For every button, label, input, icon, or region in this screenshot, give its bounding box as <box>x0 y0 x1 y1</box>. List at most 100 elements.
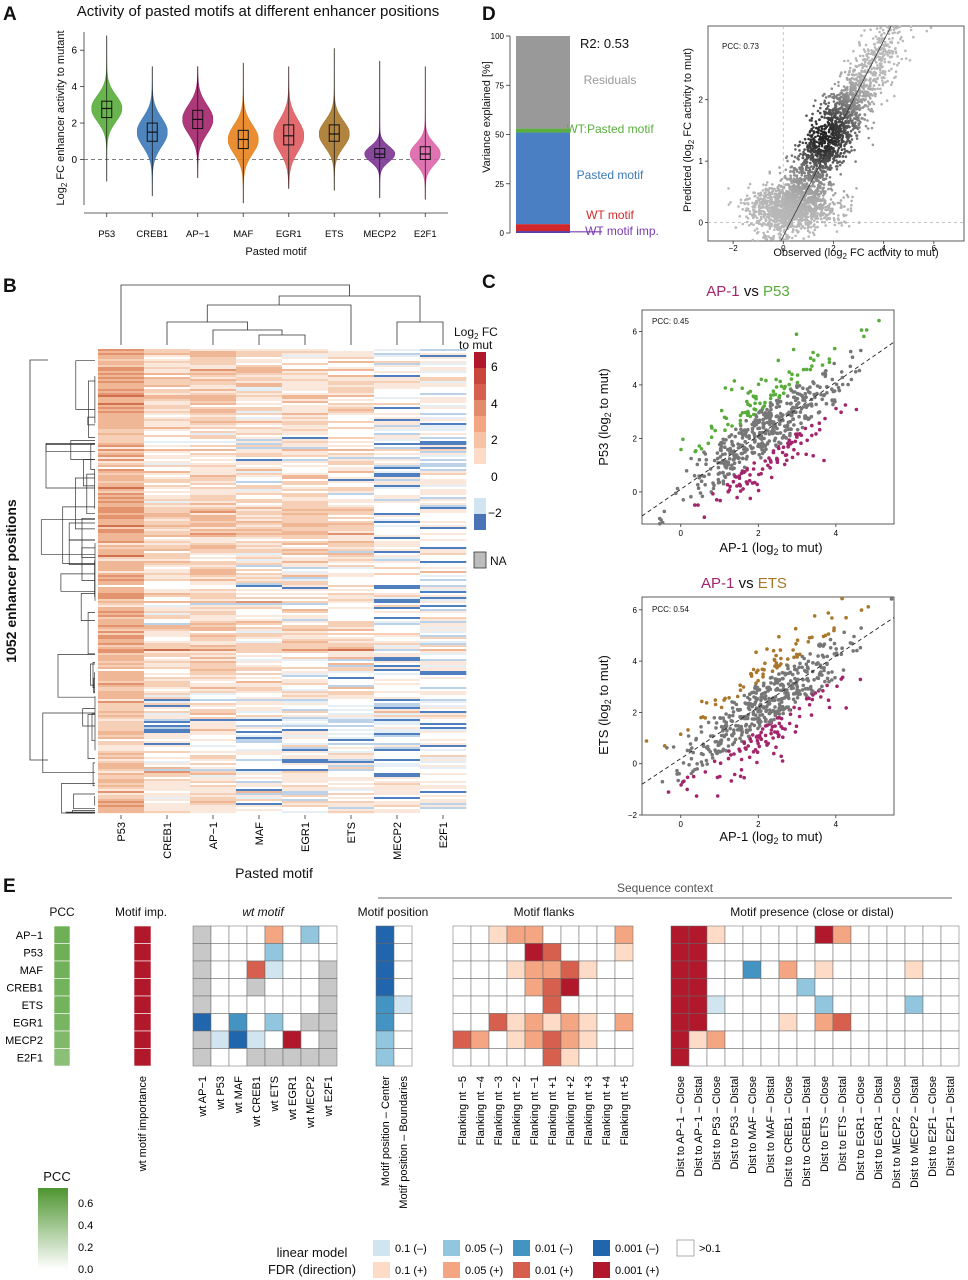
heatmap-cell <box>98 421 145 424</box>
heatmap-cell <box>98 485 145 488</box>
heatmap-cell <box>98 635 145 638</box>
heatmap-cell <box>98 403 145 406</box>
heatmap-cell <box>190 785 237 788</box>
heatmap-cell <box>282 555 329 558</box>
heatmap-cell <box>282 773 329 776</box>
heatmap-cell <box>374 551 421 554</box>
heatmap-cell <box>144 737 191 740</box>
heatmap-cell <box>190 427 237 430</box>
scatter-point <box>887 69 891 73</box>
heatmap-cell <box>144 487 191 490</box>
heatmap-cell <box>282 721 329 724</box>
heatmap-cell <box>144 381 191 384</box>
heatmap-cell <box>420 417 467 420</box>
heatmap-cell <box>420 775 467 778</box>
scatter-point <box>883 31 886 35</box>
scatter-point <box>855 187 858 190</box>
scatter-point <box>813 138 816 142</box>
heatmap-cell <box>282 351 329 354</box>
scatter-point <box>852 49 855 53</box>
heatmap-cell <box>420 589 467 592</box>
heatmap-cell <box>328 761 375 764</box>
heatmap-cell <box>420 383 467 386</box>
scatter-point <box>824 170 827 174</box>
heatmap-cell <box>420 619 467 622</box>
heatmap-cell <box>236 351 283 354</box>
scatter-point <box>863 50 867 53</box>
heatmap-cell <box>190 739 237 742</box>
heatmap-cell <box>374 389 421 392</box>
heatmap-cell <box>236 621 283 624</box>
heatmap-cell <box>98 741 145 744</box>
heatmap-cell <box>98 795 145 798</box>
heatmap-cell <box>328 629 375 632</box>
scatter-point <box>835 230 839 233</box>
violin-box <box>419 146 431 160</box>
heatmap-cell <box>98 649 145 652</box>
heatmap-cell <box>374 769 421 772</box>
scatter-point <box>783 228 786 231</box>
scatter-point <box>830 189 834 192</box>
scatter-point <box>879 87 882 91</box>
heatmap-cell <box>328 791 375 794</box>
heatmap-cell <box>144 671 191 674</box>
scatter-point <box>829 151 832 155</box>
heatmap-cell <box>144 497 191 500</box>
heatmap-cell <box>420 555 467 558</box>
heatmap-cell <box>236 747 283 750</box>
scatter-point <box>857 114 860 117</box>
heatmap-cell <box>282 507 329 510</box>
scatter-point <box>741 222 745 226</box>
heatmap-cell <box>98 697 145 700</box>
heatmap-cell <box>98 499 145 502</box>
scatter-point <box>842 89 846 92</box>
scatter-point <box>801 224 804 228</box>
heatmap-cell <box>328 373 375 376</box>
heatmap-cell <box>420 627 467 630</box>
heatmap-cell <box>98 401 145 404</box>
heatmap-cell <box>282 745 329 748</box>
heatmap-cell <box>236 699 283 702</box>
heatmap-cell <box>98 521 145 524</box>
heatmap-cell <box>328 477 375 480</box>
scatter-point <box>861 54 865 58</box>
scatter-point <box>769 195 772 199</box>
heatmap-cell <box>190 631 237 634</box>
heatmap-cell <box>374 669 421 672</box>
row-dendrogram-link <box>87 416 95 426</box>
heatmap-cell <box>420 413 467 416</box>
scatter-point <box>790 212 794 215</box>
heatmap-cell <box>374 671 421 674</box>
scatter-point <box>847 73 850 76</box>
heatmap-cell <box>190 441 237 444</box>
heatmap-cell <box>144 675 191 678</box>
heatmap-cell <box>236 607 283 610</box>
scatter-point <box>812 131 816 135</box>
heatmap-cell <box>144 639 191 642</box>
heatmap-cell <box>144 379 191 382</box>
scatter-point <box>749 222 753 226</box>
heatmap-cell <box>282 675 329 678</box>
heatmap-cell <box>282 711 329 714</box>
scatter-point <box>912 35 915 39</box>
heatmap-cell <box>236 433 283 436</box>
heatmap-cell <box>236 679 283 682</box>
heatmap-cell <box>420 465 467 468</box>
heatmap-cell <box>190 505 237 508</box>
scatter-point <box>880 33 883 36</box>
scatter-point <box>795 225 799 229</box>
heatmap-cell <box>190 481 237 484</box>
heatmap-cell <box>374 349 421 352</box>
scatter-point <box>805 157 808 161</box>
heatmap-cell <box>144 399 191 402</box>
scatter-point <box>784 238 788 241</box>
heatmap-cell <box>144 457 191 460</box>
scatter-point <box>748 224 751 227</box>
scatter-point <box>824 163 827 167</box>
heatmap-cell <box>374 407 421 410</box>
scatter-point <box>813 233 816 236</box>
heatmap-cell <box>236 517 283 520</box>
heatmap-cell <box>420 403 467 406</box>
heatmap-cell <box>420 643 467 646</box>
